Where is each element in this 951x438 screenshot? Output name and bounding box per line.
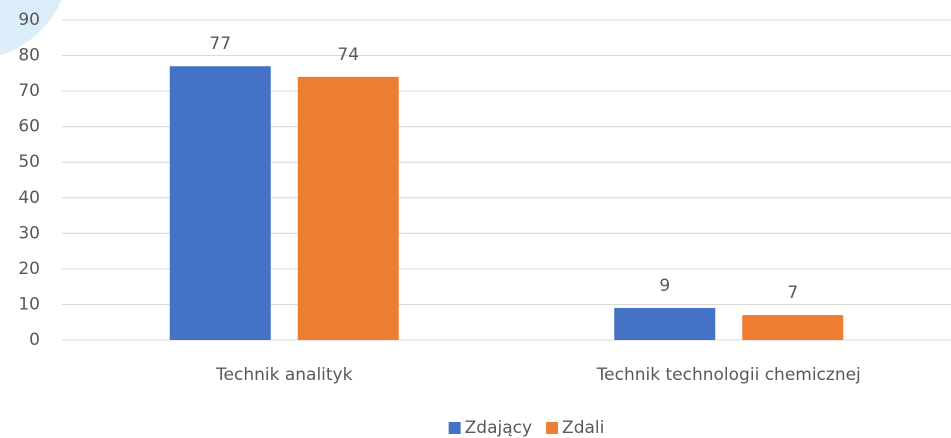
data-label: 7 <box>787 283 798 303</box>
legend-swatch <box>546 422 559 434</box>
legend-label: Zdali <box>562 418 604 438</box>
legend-swatch <box>448 422 461 434</box>
bar <box>169 66 271 340</box>
y-tick-label: 90 <box>18 10 40 30</box>
decoration <box>0 0 62 56</box>
y-tick-label: 0 <box>29 330 40 350</box>
y-tick-label: 20 <box>18 259 40 279</box>
x-tick-label: Technik analityk <box>215 365 353 385</box>
bar <box>297 76 399 340</box>
y-tick-label: 10 <box>18 294 40 314</box>
bar <box>742 315 844 340</box>
y-tick-label: 40 <box>18 188 40 208</box>
data-label: 77 <box>209 34 231 54</box>
data-label: 9 <box>659 276 670 296</box>
bar <box>614 308 716 340</box>
y-tick-label: 50 <box>18 152 40 172</box>
y-tick-label: 80 <box>18 46 40 66</box>
x-tick-label: Technik technologii chemicznej <box>596 365 861 385</box>
y-tick-label: 60 <box>18 117 40 137</box>
y-tick-label: 30 <box>18 223 40 243</box>
data-label: 74 <box>337 45 359 65</box>
legend-label: Zdający <box>465 418 532 438</box>
y-tick-label: 70 <box>18 81 40 101</box>
